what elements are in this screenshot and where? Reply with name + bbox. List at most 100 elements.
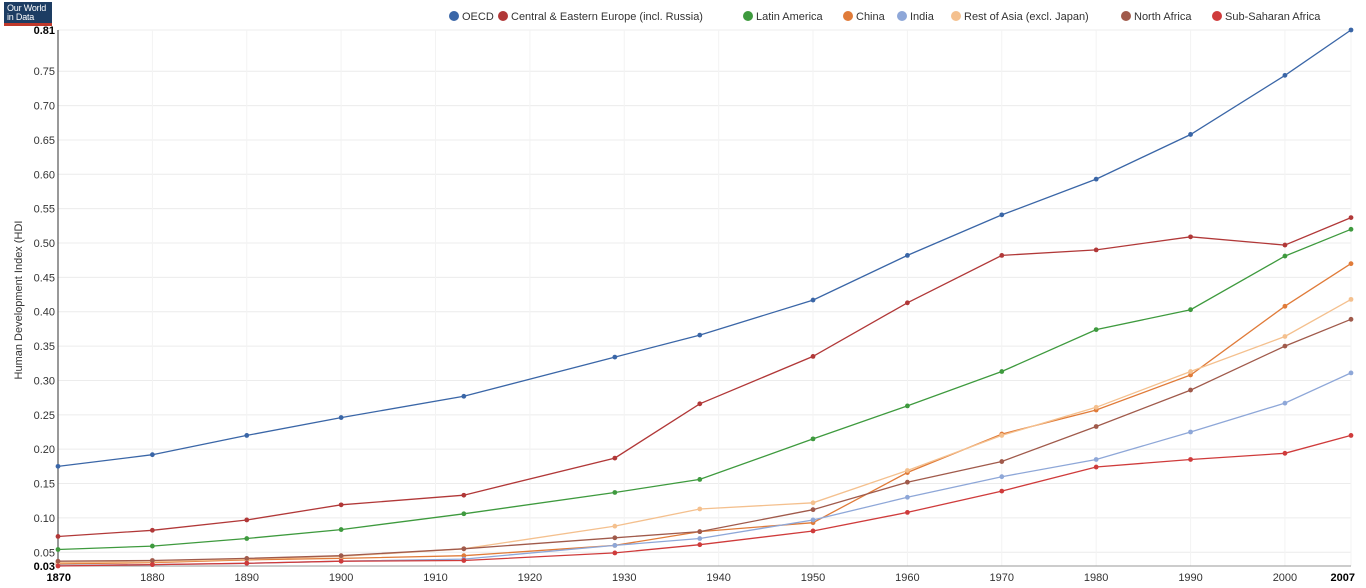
- data-point[interactable]: [1348, 215, 1354, 221]
- series-line[interactable]: [57, 263, 1352, 565]
- series-line[interactable]: [57, 228, 1352, 551]
- data-point[interactable]: [905, 468, 910, 473]
- data-point[interactable]: [1188, 234, 1193, 240]
- data-point[interactable]: [1282, 303, 1288, 309]
- data-point[interactable]: [1188, 429, 1193, 435]
- data-point[interactable]: [999, 433, 1005, 438]
- data-point[interactable]: [149, 558, 155, 563]
- data-point[interactable]: [810, 354, 816, 359]
- data-point[interactable]: [697, 529, 703, 535]
- data-point[interactable]: [810, 528, 816, 534]
- series-3[interactable]: [55, 261, 1354, 567]
- data-point[interactable]: [999, 252, 1005, 258]
- data-point[interactable]: [1348, 27, 1354, 33]
- data-point[interactable]: [461, 553, 467, 559]
- data-point[interactable]: [149, 562, 155, 568]
- data-point[interactable]: [1348, 296, 1354, 302]
- data-point[interactable]: [1282, 242, 1288, 248]
- data-point[interactable]: [1093, 404, 1099, 410]
- data-point[interactable]: [1282, 72, 1288, 78]
- series-line[interactable]: [57, 29, 1352, 468]
- data-point[interactable]: [244, 517, 250, 523]
- data-point[interactable]: [810, 517, 816, 523]
- data-point[interactable]: [55, 547, 61, 552]
- data-point[interactable]: [338, 415, 344, 420]
- legend-item-2[interactable]: Latin America: [743, 11, 824, 23]
- data-point[interactable]: [999, 488, 1005, 494]
- data-point[interactable]: [55, 558, 61, 564]
- data-point[interactable]: [999, 474, 1005, 480]
- data-point[interactable]: [697, 332, 703, 338]
- data-point[interactable]: [905, 494, 910, 500]
- data-point[interactable]: [612, 523, 618, 529]
- data-point[interactable]: [461, 511, 467, 517]
- series-0[interactable]: [55, 27, 1354, 469]
- data-point[interactable]: [461, 558, 467, 563]
- data-point[interactable]: [999, 459, 1005, 464]
- data-point[interactable]: [338, 527, 344, 532]
- data-point[interactable]: [338, 558, 344, 564]
- data-point[interactable]: [55, 463, 61, 469]
- data-point[interactable]: [1348, 433, 1354, 438]
- data-point[interactable]: [1282, 253, 1288, 259]
- legend-item-0[interactable]: OECD: [449, 11, 494, 23]
- data-point[interactable]: [612, 550, 618, 556]
- series-line[interactable]: [57, 318, 1352, 562]
- data-point[interactable]: [612, 535, 618, 541]
- data-point[interactable]: [1188, 307, 1193, 313]
- data-point[interactable]: [55, 534, 61, 539]
- data-point[interactable]: [461, 546, 467, 552]
- data-point[interactable]: [905, 252, 910, 258]
- data-point[interactable]: [461, 393, 467, 399]
- data-point[interactable]: [905, 479, 910, 485]
- data-point[interactable]: [1188, 387, 1193, 393]
- data-point[interactable]: [338, 553, 344, 559]
- data-point[interactable]: [697, 477, 703, 482]
- data-point[interactable]: [1282, 343, 1288, 349]
- data-point[interactable]: [1093, 464, 1099, 470]
- data-point[interactable]: [244, 560, 250, 566]
- data-point[interactable]: [1348, 226, 1354, 232]
- data-point[interactable]: [338, 502, 344, 508]
- data-point[interactable]: [1282, 400, 1288, 406]
- series-line[interactable]: [57, 298, 1352, 564]
- data-point[interactable]: [905, 510, 910, 515]
- data-point[interactable]: [905, 403, 910, 409]
- data-point[interactable]: [244, 536, 250, 541]
- data-point[interactable]: [905, 300, 910, 306]
- data-point[interactable]: [999, 369, 1005, 374]
- data-point[interactable]: [1093, 247, 1099, 253]
- series-7[interactable]: [55, 433, 1354, 569]
- data-point[interactable]: [697, 536, 703, 541]
- legend-item-4[interactable]: India: [897, 11, 935, 23]
- data-point[interactable]: [1282, 334, 1288, 339]
- data-point[interactable]: [1188, 132, 1193, 137]
- data-point[interactable]: [1093, 424, 1099, 429]
- data-point[interactable]: [461, 492, 467, 498]
- data-point[interactable]: [1188, 369, 1193, 374]
- legend-item-7[interactable]: Sub-Saharan Africa: [1212, 11, 1321, 23]
- data-point[interactable]: [1093, 327, 1099, 333]
- data-point[interactable]: [697, 542, 703, 548]
- legend-item-6[interactable]: North Africa: [1121, 11, 1192, 23]
- series-line[interactable]: [57, 434, 1352, 567]
- data-point[interactable]: [612, 455, 618, 461]
- series-1[interactable]: [55, 215, 1354, 539]
- data-point[interactable]: [810, 500, 816, 506]
- legend-item-3[interactable]: China: [843, 11, 886, 23]
- data-point[interactable]: [999, 212, 1005, 218]
- data-point[interactable]: [1188, 372, 1193, 378]
- data-point[interactable]: [149, 452, 155, 458]
- data-point[interactable]: [1093, 176, 1099, 182]
- data-point[interactable]: [1188, 457, 1193, 462]
- owid-logo[interactable]: Our World in Data: [4, 2, 52, 26]
- data-point[interactable]: [1348, 370, 1354, 376]
- series-6[interactable]: [55, 316, 1354, 564]
- data-point[interactable]: [1348, 316, 1354, 322]
- data-point[interactable]: [810, 436, 816, 442]
- data-point[interactable]: [810, 297, 816, 303]
- series-2[interactable]: [55, 226, 1354, 552]
- data-point[interactable]: [149, 527, 155, 533]
- data-point[interactable]: [612, 354, 618, 360]
- data-point[interactable]: [612, 490, 618, 495]
